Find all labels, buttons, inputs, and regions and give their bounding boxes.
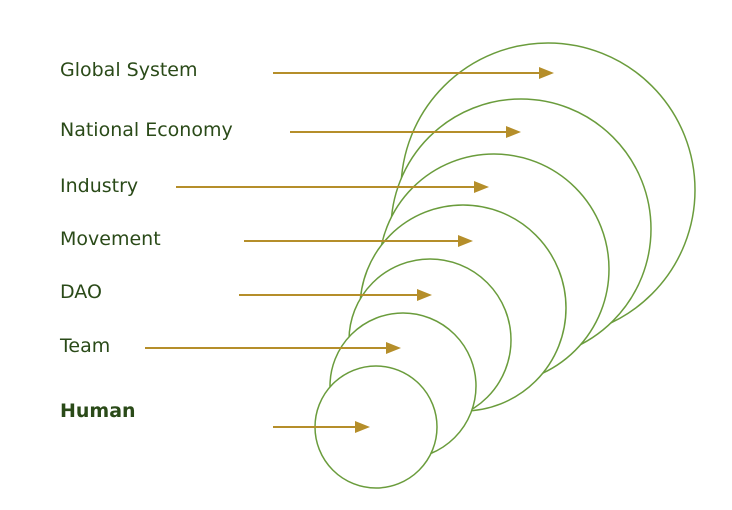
arrow-industry xyxy=(176,181,489,193)
label-global-system: Global System xyxy=(60,59,198,81)
arrow-global-system xyxy=(273,67,554,79)
label-dao: DAO xyxy=(60,281,102,303)
label-human: Human xyxy=(60,400,136,422)
label-industry: Industry xyxy=(60,175,139,197)
arrow-dao xyxy=(239,289,432,301)
arrow-human xyxy=(273,421,370,433)
label-movement: Movement xyxy=(60,228,161,250)
arrow-team xyxy=(145,342,401,354)
label-national-economy: National Economy xyxy=(60,119,233,141)
arrow-national-economy xyxy=(290,126,521,138)
arrow-movement xyxy=(244,235,473,247)
label-team: Team xyxy=(60,335,111,357)
